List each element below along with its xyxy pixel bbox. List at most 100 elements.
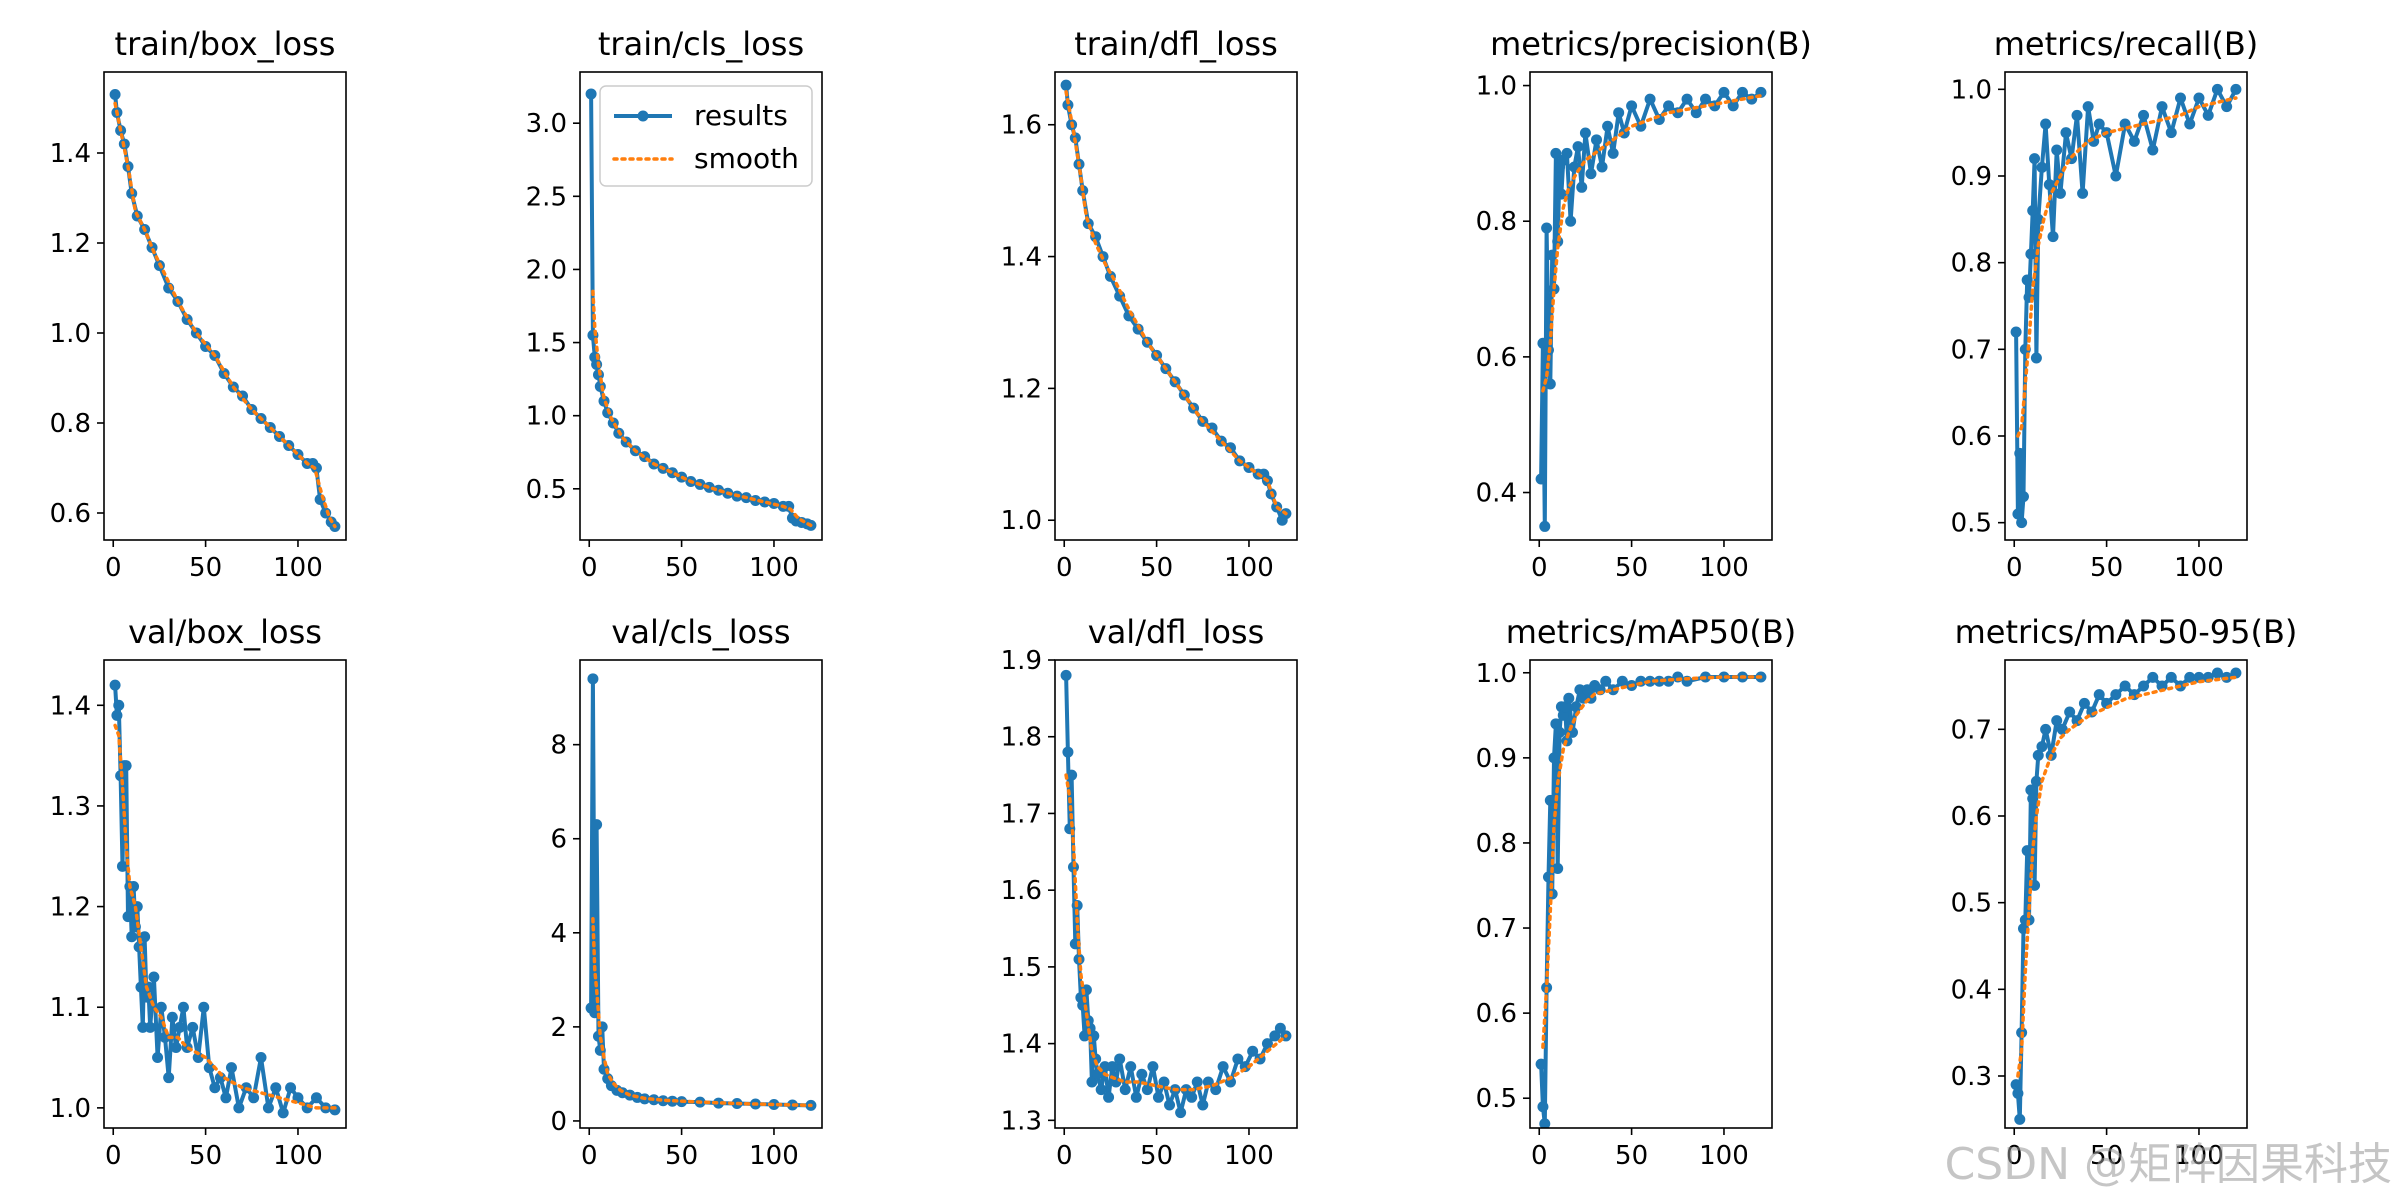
axes-frame	[2004, 71, 2248, 541]
smooth-line	[1541, 93, 1763, 393]
results-point	[2032, 749, 2044, 761]
results-point	[585, 88, 597, 100]
results-point	[713, 1097, 725, 1109]
results-point	[2027, 205, 2039, 217]
results-point	[1191, 1076, 1203, 1088]
results-point	[2230, 83, 2242, 95]
panel-train-cls-loss: train/cls_loss 0 50 100 0.5 1.0 1.5 2.0 2.5 3.0 re…	[526, 25, 823, 583]
results-point	[2051, 144, 2063, 156]
results-point	[220, 1092, 232, 1104]
results-point	[310, 462, 322, 474]
axes-frame	[1054, 71, 1298, 541]
y-tick-label: 0.8	[1476, 829, 1517, 859]
y-tick-label: 1.1	[50, 993, 91, 1023]
results-point	[2093, 118, 2105, 130]
results-point	[2230, 667, 2242, 679]
results-point	[1537, 1101, 1549, 1113]
results-point	[2184, 118, 2196, 130]
results-point	[1607, 147, 1619, 159]
results-point	[2221, 101, 2233, 113]
series-results	[2010, 667, 2242, 1125]
results-line	[1539, 90, 1763, 529]
series-results	[1535, 86, 1767, 532]
smooth-line	[2016, 675, 2238, 1078]
results-point	[1060, 669, 1072, 681]
results-point	[2202, 109, 2214, 121]
results-point	[1718, 86, 1730, 98]
y-tick-label: 0	[550, 1107, 567, 1137]
x-tick-label: 100	[273, 1141, 323, 1171]
y-tick-label: 0.4	[1951, 975, 1992, 1005]
results-point	[2174, 92, 2186, 104]
legend: results smooth	[599, 85, 813, 187]
y-tick-label: 1.4	[1001, 243, 1042, 273]
smooth-line	[113, 723, 337, 1110]
results-point	[2128, 135, 2140, 147]
results-point	[1086, 1076, 1098, 1088]
x-tick-label: 100	[1224, 1141, 1274, 1171]
results-point	[2110, 689, 2122, 701]
series-results	[585, 673, 817, 1111]
series-smooth	[113, 723, 337, 1110]
series-smooth	[1541, 93, 1763, 393]
results-point	[2040, 723, 2052, 735]
results-point	[1106, 1061, 1118, 1073]
csdn-watermark: CSDN @矩阵因果科技	[1944, 1139, 2392, 1190]
results-point	[1563, 692, 1575, 704]
results-point	[2193, 92, 2205, 104]
results-point	[2010, 326, 2022, 338]
results-point	[2012, 1087, 2024, 1099]
results-point	[1539, 1118, 1551, 1128]
y-tick-label: 0.5	[1476, 1084, 1517, 1114]
y-tick-label: 0.6	[50, 499, 91, 529]
series-results	[109, 679, 341, 1119]
results-line	[1539, 675, 1761, 1126]
results-point	[1544, 378, 1556, 390]
y-tick-label: 1.6	[1001, 876, 1042, 906]
y-tick-label: 1.9	[1001, 646, 1042, 676]
y-tick-label: 0.9	[1951, 162, 1992, 192]
results-point	[2093, 689, 2105, 701]
series-smooth	[1064, 90, 1288, 516]
results-point	[192, 1052, 204, 1064]
panel-title: train/box_loss	[115, 25, 336, 63]
results-point	[2047, 231, 2059, 243]
results-point	[1535, 1058, 1547, 1070]
series-results	[1060, 79, 1292, 526]
results-point	[1546, 249, 1558, 261]
results-point	[1206, 422, 1218, 434]
results-point	[233, 1102, 245, 1114]
results-point	[2056, 723, 2068, 735]
results-point	[1079, 1030, 1091, 1042]
results-line	[589, 676, 811, 1108]
x-tick-label: 100	[749, 553, 799, 583]
results-point	[1585, 168, 1597, 180]
panel-title: val/cls_loss	[611, 613, 790, 651]
results-point	[1572, 141, 1584, 153]
results-point	[1232, 1053, 1244, 1065]
x-tick-label: 50	[665, 553, 698, 583]
results-point	[1570, 701, 1582, 713]
y-tick-label: 1.4	[1001, 1030, 1042, 1060]
results-point	[1119, 1084, 1131, 1096]
results-point	[2043, 179, 2055, 191]
results-point	[144, 1021, 156, 1033]
results-line	[2014, 671, 2237, 1122]
y-tick-label: 0.9	[1476, 744, 1517, 774]
results-point	[1591, 134, 1603, 146]
y-tick-label: 4	[550, 919, 567, 949]
x-tick-label: 100	[273, 553, 323, 583]
smooth-line	[1541, 675, 1763, 1049]
results-point	[2017, 491, 2029, 503]
series-smooth	[2016, 96, 2238, 438]
x-tick-label: 50	[1140, 1141, 1173, 1171]
results-point	[1535, 473, 1547, 485]
panel-title: train/dfl_loss	[1074, 25, 1278, 63]
results-line	[2014, 87, 2238, 525]
results-point	[120, 760, 132, 772]
results-point	[155, 1001, 167, 1013]
results-point	[1699, 93, 1711, 105]
results-point	[113, 699, 125, 711]
results-point	[1554, 726, 1566, 738]
y-tick-label: 0.8	[50, 409, 91, 439]
